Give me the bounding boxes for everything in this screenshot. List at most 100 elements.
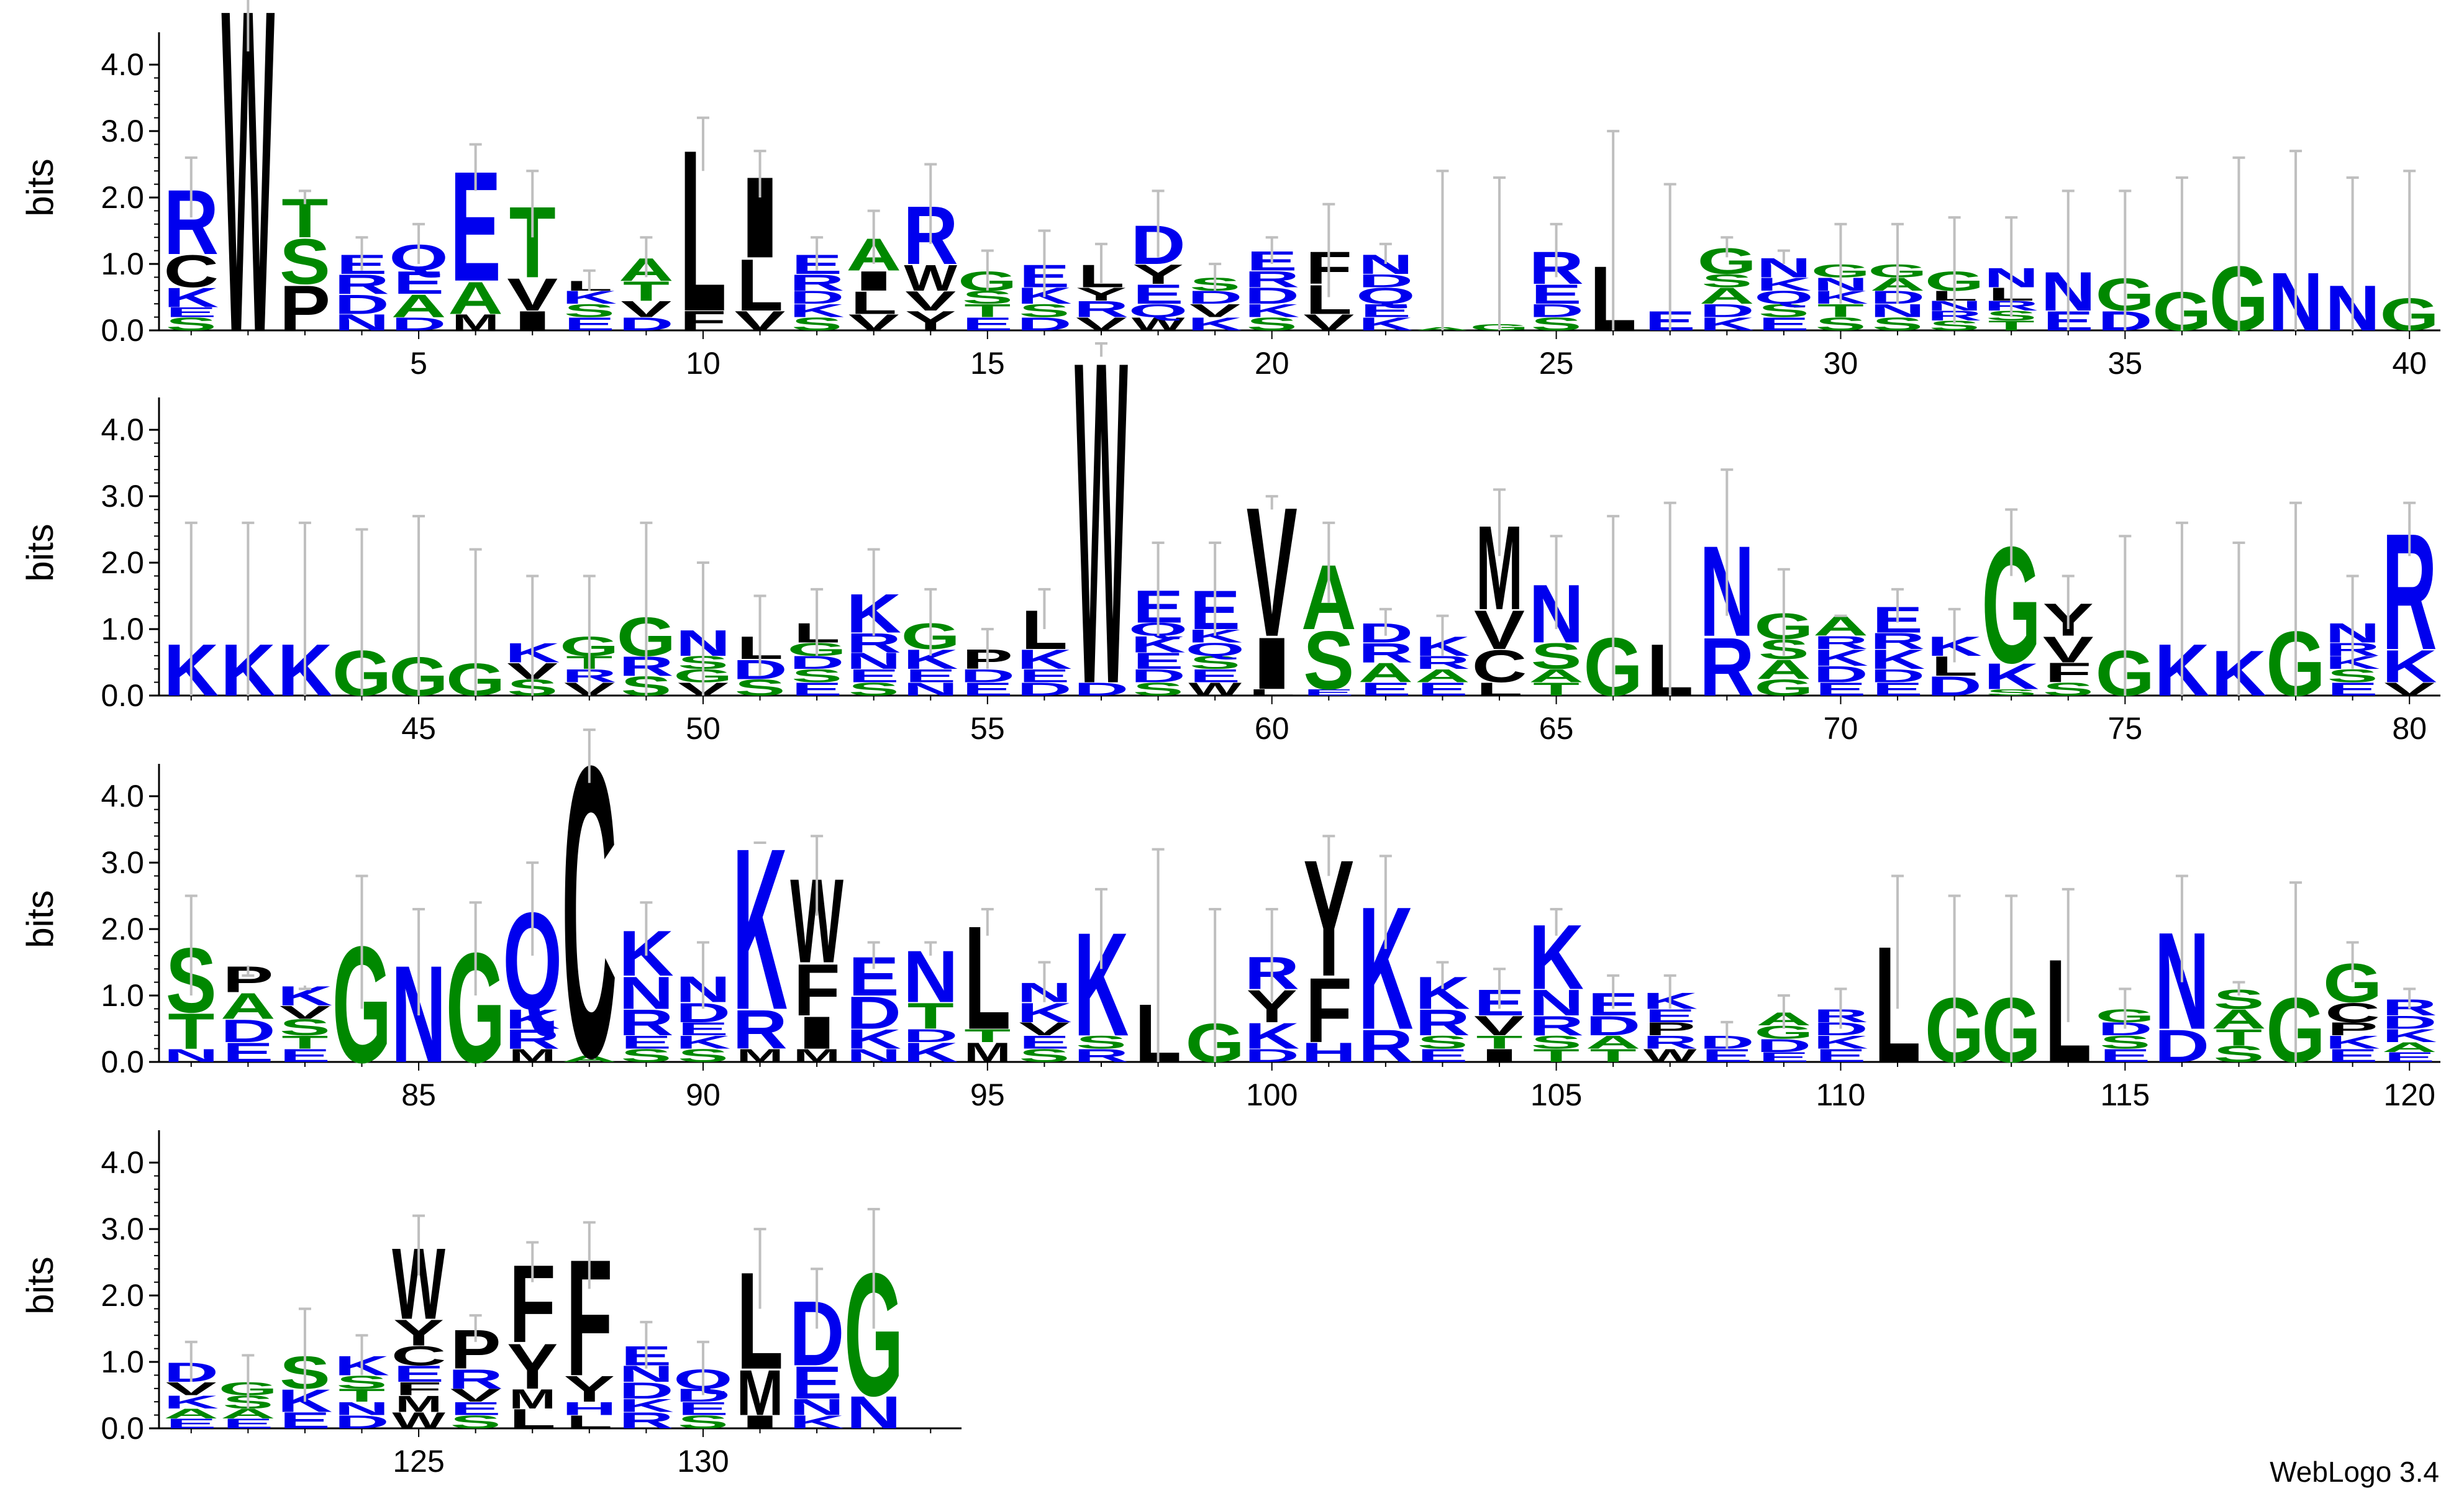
x-tick-label: 60	[1255, 711, 1289, 746]
residue-T: T	[1533, 679, 1580, 699]
x-tick-label: 55	[970, 711, 1005, 746]
residue-K: K	[163, 1392, 219, 1412]
residue-K: K	[676, 1032, 731, 1053]
residue-K: K	[505, 1004, 560, 1035]
residue-D: D	[1358, 271, 1413, 291]
residue-D: D	[1188, 287, 1243, 307]
residue-R: R	[334, 269, 389, 300]
residue-S: S	[1758, 301, 1809, 321]
residue-K: K	[1188, 314, 1243, 334]
residue-E: E	[1019, 1032, 1070, 1053]
residue-D: D	[1813, 661, 1868, 687]
residue-E: E	[791, 679, 842, 699]
x-tick-label: 65	[1539, 711, 1574, 746]
residue-R: R	[619, 1408, 674, 1433]
residue-E: E	[1701, 1045, 1752, 1066]
residue-D: D	[1017, 679, 1072, 699]
residue-D: D	[846, 987, 901, 1038]
residue-K: K	[1244, 301, 1299, 321]
residue-P: P	[2327, 1018, 2378, 1039]
residue-A: A	[2382, 1040, 2437, 1055]
residue-S: S	[678, 1412, 729, 1432]
x-tick-label: 30	[1824, 346, 1858, 381]
residue-M: M	[737, 1046, 784, 1066]
x-tick-label: 35	[2108, 346, 2143, 381]
x-tick-label: 20	[1255, 346, 1289, 381]
residue-R: R	[1358, 1020, 1413, 1072]
residue-D: D	[1927, 670, 1982, 701]
residue-K: K	[619, 1395, 674, 1415]
residue-R: R	[1358, 637, 1413, 668]
residue-S: S	[1019, 301, 1070, 321]
residue-W: W	[1132, 314, 1185, 335]
residue-E: E	[166, 304, 217, 320]
residue-V: V	[848, 310, 899, 335]
residue-S: S	[1531, 636, 1582, 677]
x-tick-label: 100	[1246, 1077, 1298, 1112]
residue-D: D	[2382, 1012, 2437, 1033]
residue-F: F	[680, 305, 726, 336]
x-tick-label: 85	[401, 1077, 436, 1112]
residue-M: M	[395, 1391, 442, 1417]
residue-K: K	[561, 287, 617, 307]
residue-K: K	[1017, 644, 1072, 675]
residue-E: E	[1417, 679, 1468, 699]
residue-E: E	[962, 679, 1013, 699]
residue-D: D	[903, 1025, 958, 1046]
residue-E: E	[564, 314, 615, 334]
residue-E: E	[222, 1036, 273, 1068]
residue-V: V	[735, 305, 786, 336]
residue-M: M	[509, 1384, 556, 1415]
residue-E: E	[678, 1018, 729, 1039]
residue-D: D	[1244, 283, 1299, 309]
residue-E: E	[280, 1045, 330, 1066]
residue-S: S	[1872, 314, 1923, 334]
residue-N: N	[334, 310, 389, 335]
residue-R: R	[1415, 1002, 1470, 1043]
y-tick-label: 0.0	[101, 678, 144, 713]
residue-E: E	[2327, 679, 2378, 699]
y-tick-label: 4.0	[101, 1145, 144, 1180]
residue-A: A	[391, 288, 447, 324]
residue-E: E	[1133, 648, 1184, 674]
residue-N: N	[1529, 982, 1584, 1023]
residue-Y: Y	[564, 1369, 615, 1410]
residue-E: E	[1815, 1045, 1866, 1066]
y-tick-label: 4.0	[101, 779, 144, 814]
x-tick-label: 45	[401, 711, 436, 746]
x-tick-label: 80	[2392, 711, 2427, 746]
residue-S: S	[2214, 1041, 2265, 1067]
residue-D: D	[1244, 1045, 1299, 1066]
y-tick-label: 1.0	[101, 978, 144, 1013]
residue-C: C	[2325, 997, 2380, 1028]
y-tick-label: 3.0	[101, 1212, 144, 1246]
residue-S: S	[1019, 1045, 1070, 1066]
residue-S: S	[1417, 1032, 1468, 1053]
residue-W: W	[1188, 679, 1242, 700]
residue-V: V	[450, 1385, 501, 1405]
residue-A: A	[561, 1054, 617, 1064]
residue-K: K	[846, 1023, 901, 1054]
residue-V: V	[1474, 599, 1525, 661]
residue-M: M	[509, 1046, 556, 1066]
x-tick-label: 10	[686, 346, 721, 381]
residue-R: R	[1244, 266, 1299, 292]
residue-G: G	[1754, 675, 1814, 701]
x-tick-label: 130	[677, 1444, 729, 1479]
residue-D: D	[619, 1378, 674, 1404]
residue-S: S	[280, 1015, 330, 1040]
residue-S: S	[1303, 615, 1354, 707]
residue-L: L	[509, 1403, 556, 1434]
residue-S: S	[678, 1045, 729, 1066]
residue-S: S	[791, 314, 842, 334]
residue-R: R	[1813, 632, 1868, 653]
residue-K: K	[2325, 1032, 2380, 1053]
residue-F: F	[2045, 657, 2091, 688]
residue-R: R	[1529, 1010, 1584, 1041]
x-tick-label: 40	[2392, 346, 2427, 381]
residue-D: D	[619, 314, 674, 334]
residue-A: A	[1699, 283, 1755, 309]
residue-E: E	[393, 265, 444, 301]
residue-N: N	[846, 1045, 901, 1066]
residue-E: E	[1872, 679, 1923, 699]
